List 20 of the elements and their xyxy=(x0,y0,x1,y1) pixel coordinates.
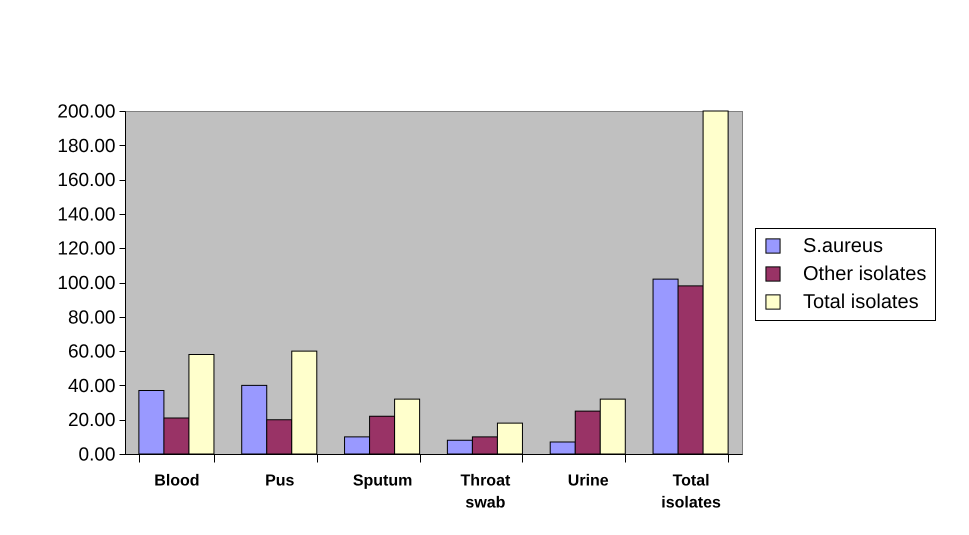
x-tick-label: Sputum xyxy=(352,472,412,490)
y-tick-label: 180.00 xyxy=(57,136,116,157)
legend-label: Other isolates xyxy=(803,263,926,285)
x-tick-label: Throat swab xyxy=(460,472,511,512)
y-tick-label: 160.00 xyxy=(57,170,116,192)
x-tick-label: Blood xyxy=(154,472,200,490)
y-tick-label: 80.00 xyxy=(68,307,116,328)
y-tick-label: 40.00 xyxy=(68,376,116,397)
x-tick-label: Pus xyxy=(265,472,295,490)
y-tick-label: 100.00 xyxy=(57,273,116,294)
y-tick-label: 20.00 xyxy=(68,410,116,432)
y-tick-label: 0.00 xyxy=(78,444,116,466)
legend-label: S.aureus xyxy=(803,235,884,257)
y-tick-label: 140.00 xyxy=(57,204,116,226)
x-tick-label: Urine xyxy=(568,472,609,490)
legend-label: Total isolates xyxy=(803,291,919,313)
y-tick-label: 200.00 xyxy=(57,102,116,122)
x-tick-label: Total isolates xyxy=(661,472,721,512)
y-tick-label: 60.00 xyxy=(68,342,116,363)
y-tick-label: 120.00 xyxy=(57,238,116,260)
